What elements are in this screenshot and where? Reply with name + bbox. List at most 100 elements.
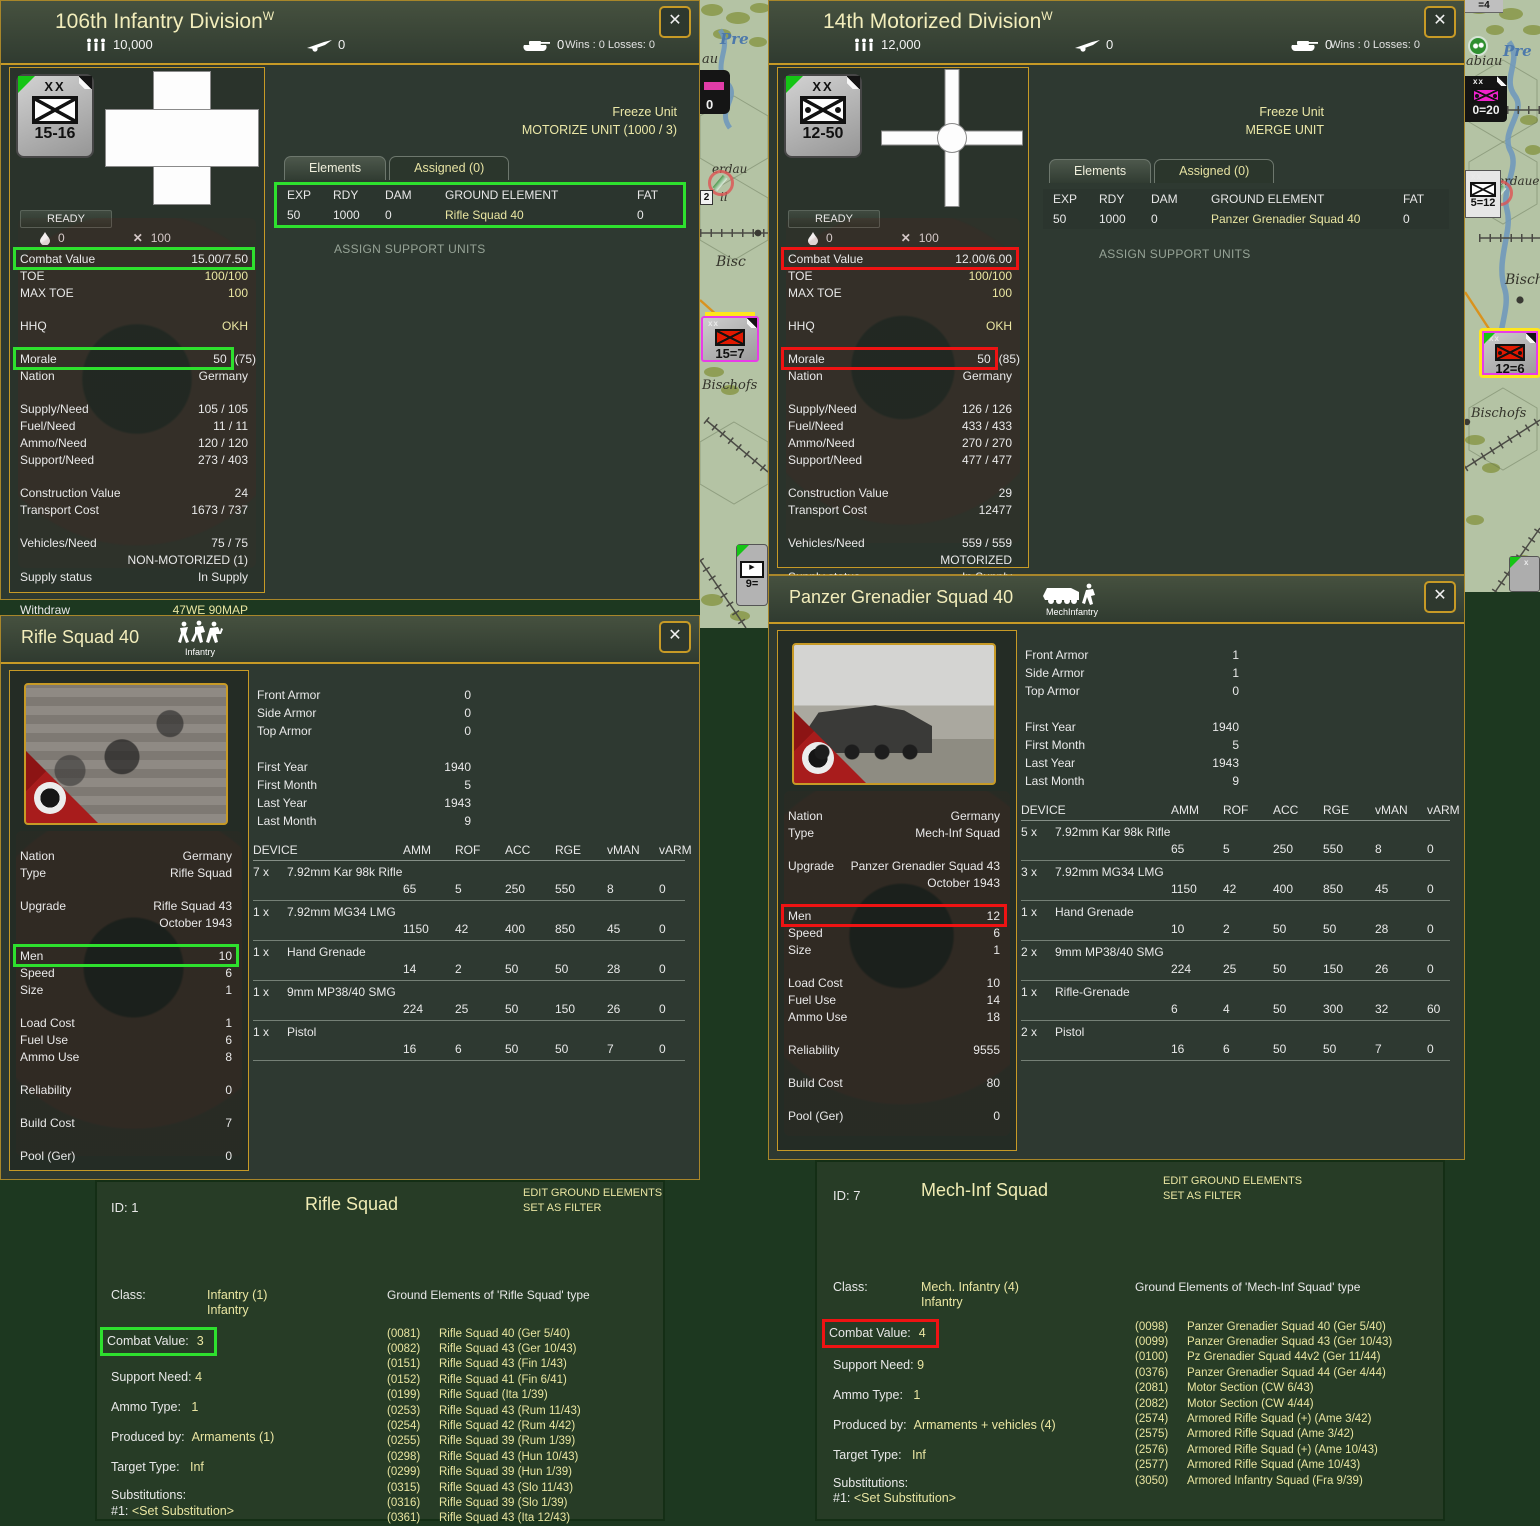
set-substitution-link[interactable]: <Set Substitution>	[853, 1491, 957, 1505]
ground-element-item[interactable]: (0255) Rifle Squad 39 (Rum 1/39)	[387, 1435, 576, 1448]
ground-element-item[interactable]: (0100) Pz Grenadier Squad 44v2 (Ger 11/44…	[1135, 1351, 1381, 1364]
device-table-header: DEVICE AMM ROF ACC RGE vMAN vARM	[253, 842, 692, 861]
ground-element-item[interactable]: (0298) Rifle Squad 43 (Hun 10/43)	[387, 1450, 579, 1463]
ground-element-item[interactable]: (0253) Rifle Squad 43 (Rum 11/43)	[387, 1404, 581, 1417]
ground-element-item[interactable]: (2576) Armored Rifle Squad (+) (Ame 10/43…	[1135, 1443, 1378, 1456]
ground-element-item[interactable]: (2081) Motor Section (CW 6/43)	[1135, 1382, 1314, 1395]
tanks-count: 0	[1289, 37, 1332, 52]
tab-assigned[interactable]: Assigned (0)	[1154, 159, 1275, 183]
element-row[interactable]: 50 1000 0 Rifle Squad 40 0	[287, 208, 644, 222]
counter-value: 15-16	[34, 125, 76, 142]
fuel-drop-icon	[808, 231, 818, 245]
ground-element-item[interactable]: (0098) Panzer Grenadier Squad 40 (Ger 5/4…	[1135, 1320, 1386, 1333]
ground-element-item[interactable]: (0152) Rifle Squad 41 (Fin 6/41)	[387, 1373, 567, 1386]
map-counter-5-12[interactable]: xx 5=12	[1465, 170, 1501, 218]
device-row: 1 x Hand Grenade 10 2 50 50 28 0	[1021, 901, 1450, 941]
set-as-filter-link[interactable]: SET AS FILTER	[1163, 1190, 1242, 1202]
stat-row: Fuel Use 14	[788, 992, 1000, 1007]
target-type-row: Target Type: Inf	[833, 1448, 926, 1462]
motorized-infantry-symbol	[800, 96, 846, 124]
ground-element-item[interactable]: (2577) Armored Rifle Squad (Ame 10/43)	[1135, 1459, 1361, 1472]
map-counter-partial-black[interactable]: 0	[700, 70, 730, 114]
close-button[interactable]: ✕	[659, 621, 691, 653]
map-counter-partial-top[interactable]: =4	[1465, 0, 1503, 13]
map-counter-partial-white[interactable]: 2	[700, 190, 713, 205]
type-icon-label: MechInfantry	[1045, 607, 1099, 617]
men-icon	[855, 38, 873, 51]
ground-element-item[interactable]: (0082) Rifle Squad 43 (Ger 10/43)	[387, 1343, 577, 1356]
stat-row: Reliability 0	[20, 1082, 232, 1097]
close-button[interactable]: ✕	[1424, 6, 1456, 38]
ground-element-item[interactable]: (0199) Rifle Squad (Ita 1/39)	[387, 1389, 548, 1402]
stat-row: Build Cost 7	[20, 1115, 232, 1130]
armor-block: Front Armor 0 Side Armor 0 Top Armor 0	[249, 686, 471, 740]
motorized-infantry-symbol	[1495, 344, 1525, 361]
substitutions-label: Substitutions:	[111, 1488, 187, 1502]
set-as-filter-link[interactable]: SET AS FILTER	[523, 1202, 602, 1214]
device-row: 5 x 7.92mm Kar 98k Rifle 65 5 250 550 8 0	[1021, 821, 1450, 861]
ground-element-item[interactable]: (0316) Rifle Squad 39 (Slo 1/39)	[387, 1496, 568, 1509]
unit-actions: Freeze Unit MERGE UNIT	[1246, 103, 1324, 139]
infantry-type-icon: Infantry	[177, 620, 223, 657]
assign-support-units-link[interactable]: ASSIGN SUPPORT UNITS	[1099, 247, 1251, 261]
unit-counter[interactable]: XX 12-50	[784, 74, 862, 158]
status-badge: READY	[20, 210, 112, 228]
ground-element-item[interactable]: (0361) Rifle Squad 43 (Ita 12/43)	[387, 1512, 571, 1525]
map-counter-0-20[interactable]: xx 0=20	[1465, 76, 1507, 122]
unit-actions: Freeze Unit MOTORIZE UNIT (1000 / 3)	[522, 103, 677, 139]
ground-element-item[interactable]: (3050) Armored Infantry Squad (Fra 9/39)	[1135, 1474, 1363, 1487]
element-row[interactable]: 50 1000 0 Panzer Grenadier Squad 40 0	[1053, 212, 1410, 226]
stat-row: Speed 6	[20, 965, 232, 980]
year-row: Last Month 9	[1025, 774, 1239, 788]
map-counter-12-6[interactable]: xx 12=6	[1479, 328, 1540, 378]
edit-ground-elements-link[interactable]: EDIT GROUND ELEMENTS	[1163, 1175, 1303, 1187]
tab-elements[interactable]: Elements	[1049, 159, 1152, 183]
merge-unit-link[interactable]: MERGE UNIT	[1245, 123, 1324, 137]
tab-elements[interactable]: Elements	[284, 156, 387, 180]
elements-table-header: EXP RDY DAM GROUND ELEMENT FAT	[287, 188, 659, 202]
ground-element-item[interactable]: (0099) Panzer Grenadier Squad 43 (Ger 10/…	[1135, 1336, 1393, 1349]
men-count: 12,000	[853, 37, 921, 52]
map-counter-partial-gray[interactable]: ▶ 9=	[736, 544, 768, 606]
unit-panel-header: 14th Motorized DivisionW 12,000 0 0 Wins…	[769, 1, 1464, 65]
infantry-symbol	[1470, 182, 1496, 197]
stat-row: Transport Cost 12477	[788, 502, 1012, 517]
map-counter-partial-bottom[interactable]: x	[1509, 556, 1540, 592]
tab-assigned[interactable]: Assigned (0)	[389, 156, 510, 180]
map-label-river: Pre	[1503, 42, 1532, 60]
ground-element-item[interactable]: (0081) Rifle Squad 40 (Ger 5/40)	[387, 1327, 571, 1340]
stat-row: Supply/Need 126 / 126	[788, 401, 1012, 416]
ground-element-item[interactable]: (0376) Panzer Grenadier Squad 44 (Ger 4/4…	[1135, 1366, 1386, 1379]
support-need-row: Support Need: 9	[833, 1358, 925, 1372]
ground-element-item[interactable]: (2082) Motor Section (CW 4/44)	[1135, 1397, 1314, 1410]
freeze-unit-link[interactable]: Freeze Unit	[612, 105, 677, 119]
edit-ground-elements-link[interactable]: EDIT GROUND ELEMENTS	[523, 1187, 663, 1199]
close-button[interactable]: ✕	[659, 6, 691, 38]
stat-row: Ammo Use 18	[788, 1009, 1000, 1024]
stat-row: Nation Germany	[788, 808, 1000, 823]
element-type-panel-mech-inf-squad: ID: 7 Mech-Inf Squad EDIT GROUND ELEMENT…	[815, 1160, 1445, 1521]
ground-element-item[interactable]: (0254) Rifle Squad 42 (Rum 4/42)	[387, 1420, 576, 1433]
element-panel-rifle-squad-40: Rifle Squad 40 Infantry ✕ Nation Germany …	[0, 615, 700, 1180]
ground-element-item[interactable]: (2575) Armored Rifle Squad (Ame 3/42)	[1135, 1428, 1354, 1441]
class-label: Class:	[833, 1280, 868, 1294]
stat-row: TOE 100/100	[20, 268, 248, 283]
stat-row: Type Rifle Squad	[20, 865, 232, 880]
close-button[interactable]: ✕	[1424, 581, 1456, 613]
ground-element-item[interactable]: (0151) Rifle Squad 43 (Fin 1/43)	[387, 1358, 567, 1371]
ground-element-item[interactable]: (2574) Armored Rifle Squad (+) (Ame 3/42)	[1135, 1413, 1372, 1426]
ground-element-item[interactable]: (0299) Rifle Squad 39 (Hun 1/39)	[387, 1466, 572, 1479]
map-counter-15-7[interactable]: xx 15=7	[701, 312, 759, 362]
stat-row: Transport Cost 1673 / 737	[20, 502, 248, 517]
unit-counter[interactable]: XX 15-16	[16, 74, 94, 158]
stat-row: Pool (Ger) 0	[20, 1148, 232, 1163]
unit-title-sup: W	[1041, 9, 1053, 23]
set-substitution-link[interactable]: <Set Substitution>	[131, 1504, 235, 1518]
freeze-unit-link[interactable]: Freeze Unit	[1259, 105, 1324, 119]
gun-icon	[307, 39, 332, 52]
assign-support-units-link[interactable]: ASSIGN SUPPORT UNITS	[334, 242, 486, 256]
motorize-unit-link[interactable]: MOTORIZE UNIT (1000 / 3)	[521, 123, 677, 137]
ground-element-item[interactable]: (0315) Rifle Squad 43 (Slo 11/43)	[387, 1481, 574, 1494]
supply-attack-row: 0 ✕ 100	[40, 231, 204, 245]
stat-row: Vehicles/Need 559 / 559	[788, 535, 1012, 550]
